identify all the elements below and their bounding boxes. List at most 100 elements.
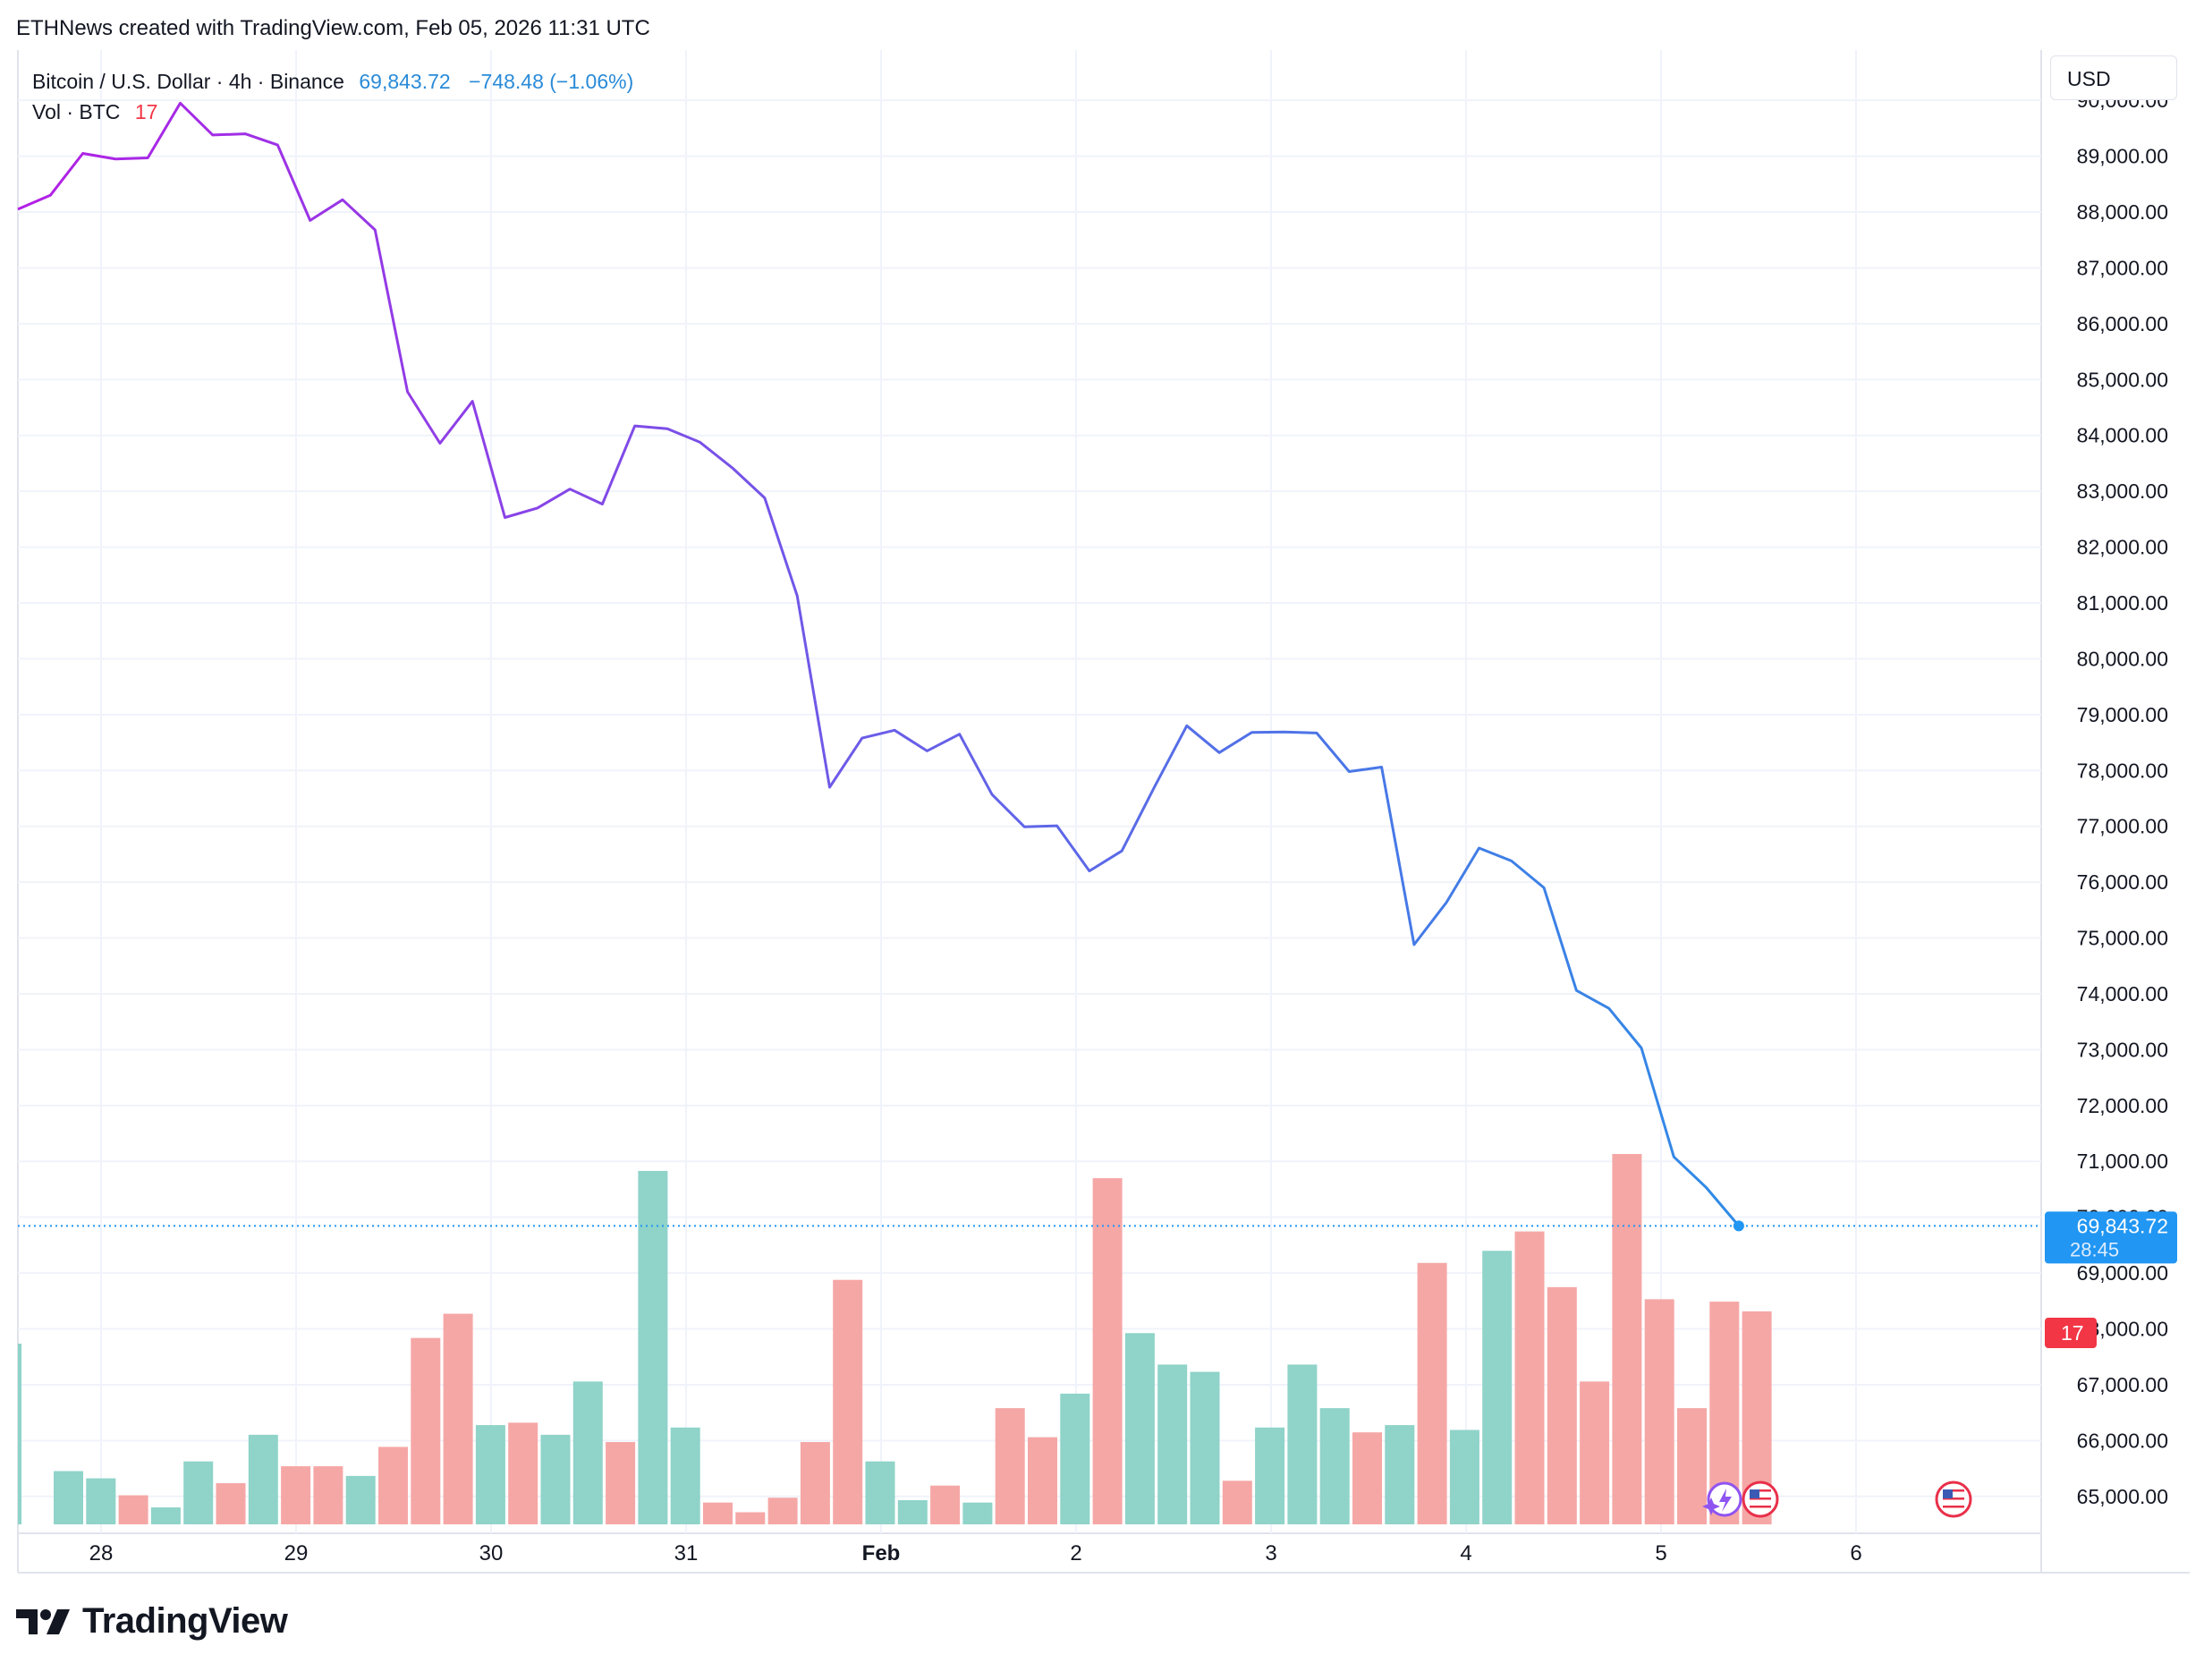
price-axis-label: 89,000.00 bbox=[2077, 145, 2168, 168]
volume-bar bbox=[606, 1442, 636, 1524]
volume-bar bbox=[540, 1434, 571, 1524]
price-axis-label: 84,000.00 bbox=[2077, 424, 2168, 447]
sparkle-shape bbox=[1702, 1498, 1720, 1515]
volume-bar bbox=[443, 1313, 473, 1524]
volume-bar bbox=[1547, 1286, 1577, 1524]
volume-bar bbox=[1482, 1251, 1513, 1524]
volume-bar bbox=[1060, 1393, 1090, 1524]
volume-bar bbox=[183, 1461, 214, 1524]
lightning-shape bbox=[1719, 1489, 1732, 1512]
volume-tag bbox=[2045, 1318, 2097, 1348]
price-axis[interactable]: 65,000.0066,000.0067,000.0068,000.0069,0… bbox=[2077, 89, 2168, 1508]
time-axis-label: 3 bbox=[1265, 1541, 1276, 1565]
legend-vol-label[interactable]: Vol · BTC bbox=[32, 100, 121, 123]
price-axis-label: 88,000.00 bbox=[2077, 200, 2168, 224]
price-axis-label: 78,000.00 bbox=[2077, 759, 2168, 782]
price-axis-label: 86,000.00 bbox=[2077, 312, 2168, 335]
volume-bar bbox=[1385, 1425, 1415, 1524]
volume-bar bbox=[216, 1483, 246, 1524]
volume-bar bbox=[86, 1478, 116, 1524]
volume-bar-partial bbox=[18, 1344, 21, 1524]
price-line-layer bbox=[17, 101, 2041, 1518]
currency-button[interactable]: USD bbox=[2050, 55, 2177, 100]
volume-bar bbox=[767, 1498, 798, 1524]
flag-stripe bbox=[1750, 1501, 1771, 1504]
price-axis-label: 85,000.00 bbox=[2077, 368, 2168, 391]
volume-bar bbox=[1514, 1231, 1545, 1524]
tradingview-logo-icon bbox=[16, 1608, 70, 1634]
volume-bar bbox=[1124, 1333, 1155, 1524]
volume-bar bbox=[1612, 1154, 1642, 1524]
us-flag-event-icon bbox=[1742, 1481, 1779, 1518]
volume-bar bbox=[1028, 1437, 1057, 1524]
price-axis-label: 69,000.00 bbox=[2077, 1261, 2168, 1285]
price-axis-label: 82,000.00 bbox=[2077, 536, 2168, 559]
volume-bar bbox=[1190, 1371, 1220, 1524]
volume-bar bbox=[1287, 1364, 1318, 1524]
price-axis-label: 75,000.00 bbox=[2077, 927, 2168, 950]
volume-bar bbox=[1319, 1408, 1350, 1524]
chart-legend: Bitcoin / U.S. Dollar · 4h · Binance 69,… bbox=[32, 66, 633, 127]
volume-bar bbox=[1449, 1430, 1479, 1524]
volume-bar bbox=[670, 1427, 700, 1524]
price-axis-label: 66,000.00 bbox=[2077, 1429, 2168, 1452]
volume-bar bbox=[1092, 1178, 1123, 1524]
time-axis[interactable]: 28 29 30 31 Feb 2 3 4 5 6 bbox=[89, 1541, 1862, 1565]
price-axis-label: 74,000.00 bbox=[2077, 982, 2168, 1005]
price-axis-label: 73,000.00 bbox=[2077, 1038, 2168, 1061]
volume-bar bbox=[1580, 1381, 1610, 1524]
time-axis-label: 4 bbox=[1460, 1541, 1471, 1565]
last-price-tag-countdown: 28:45 bbox=[2070, 1238, 2119, 1260]
volume-bar bbox=[930, 1485, 961, 1524]
volume-bar bbox=[572, 1381, 603, 1524]
volume-bar bbox=[735, 1512, 766, 1524]
price-axis-label: 79,000.00 bbox=[2077, 703, 2168, 726]
volume-bar bbox=[962, 1502, 993, 1524]
volume-bar bbox=[118, 1495, 148, 1524]
volume-bar bbox=[345, 1475, 376, 1524]
volume-bar bbox=[897, 1499, 928, 1524]
price-axis-label: 67,000.00 bbox=[2077, 1373, 2168, 1396]
time-axis-label: 5 bbox=[1655, 1541, 1666, 1565]
legend-symbol-row[interactable]: Bitcoin / U.S. Dollar · 4h · Binance 69,… bbox=[32, 66, 633, 97]
volume-bar bbox=[508, 1422, 538, 1524]
legend-last-price: 69,843.72 bbox=[359, 70, 451, 93]
flag-stripe bbox=[1943, 1501, 1964, 1504]
volume-bar bbox=[1352, 1432, 1382, 1524]
flag-stripe bbox=[1750, 1506, 1771, 1508]
volume-bar bbox=[378, 1447, 408, 1524]
legend-symbol[interactable]: Bitcoin / U.S. Dollar · 4h · Binance bbox=[32, 70, 344, 93]
volume-bar bbox=[865, 1461, 895, 1524]
volume-bar bbox=[248, 1434, 278, 1524]
flag-canton bbox=[1943, 1489, 1953, 1498]
legend-change: −748.48 (−1.06%) bbox=[469, 70, 634, 93]
price-axis-label: 76,000.00 bbox=[2077, 870, 2168, 894]
price-axis-label: 65,000.00 bbox=[2077, 1485, 2168, 1508]
volume-bar bbox=[800, 1442, 830, 1524]
volume-bars bbox=[18, 1154, 1772, 1524]
volume-bar bbox=[54, 1471, 83, 1524]
volume-bar bbox=[703, 1502, 733, 1524]
volume-bar bbox=[638, 1170, 668, 1524]
price-axis-label: 80,000.00 bbox=[2077, 647, 2168, 670]
volume-bar bbox=[1644, 1299, 1674, 1524]
time-axis-label: 6 bbox=[1850, 1541, 1861, 1565]
last-price-tag-value: 69,843.72 bbox=[2077, 1214, 2168, 1237]
us-flag-event-icon bbox=[1935, 1481, 1972, 1518]
price-axis-label: 72,000.00 bbox=[2077, 1094, 2168, 1117]
volume-bar bbox=[1255, 1427, 1285, 1524]
volume-tag-value: 17 bbox=[2061, 1321, 2084, 1345]
chart-credit: ETHNews created with TradingView.com, Fe… bbox=[16, 16, 650, 40]
volume-bar bbox=[313, 1466, 343, 1524]
flag-canton bbox=[1750, 1489, 1759, 1498]
time-axis-label: 28 bbox=[89, 1541, 114, 1565]
tradingview-logo[interactable]: TradingView bbox=[16, 1601, 288, 1642]
price-line bbox=[17, 101, 1741, 1227]
volume-bar bbox=[833, 1279, 863, 1524]
flag-stripe bbox=[1943, 1489, 1964, 1492]
last-price-tag bbox=[2045, 1211, 2177, 1264]
legend-volume-row[interactable]: Vol · BTC 17 bbox=[32, 97, 633, 127]
volume-bar bbox=[150, 1507, 181, 1524]
lightning-event-icon bbox=[1702, 1481, 1742, 1517]
